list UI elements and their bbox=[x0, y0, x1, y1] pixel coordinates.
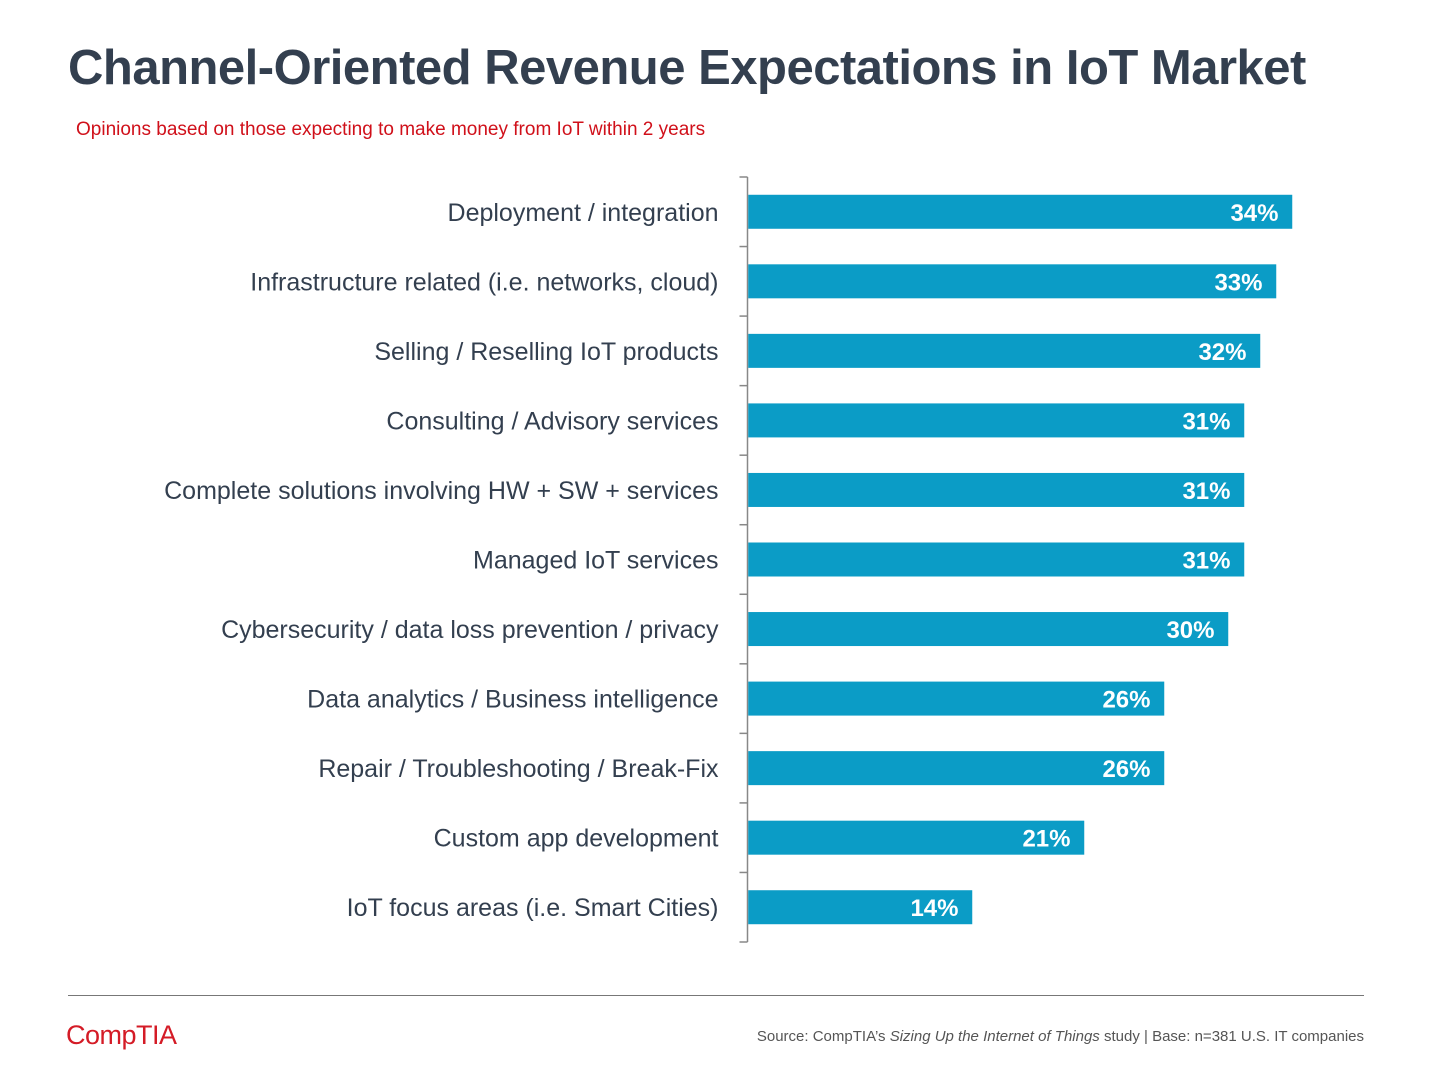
category-label: Complete solutions involving HW + SW + s… bbox=[164, 477, 718, 505]
bar-value-label: 34% bbox=[1230, 200, 1278, 227]
bar-value-label: 33% bbox=[1214, 269, 1262, 296]
category-label: Custom app development bbox=[434, 825, 719, 853]
source-prefix: Source: CompTIA’s bbox=[756, 1028, 890, 1045]
category-label: Deployment / integration bbox=[448, 199, 719, 227]
bar-value-label: 32% bbox=[1198, 339, 1246, 366]
bar bbox=[748, 333, 1261, 368]
category-label: Data analytics / Business intelligence bbox=[307, 686, 718, 714]
category-label: Repair / Troubleshooting / Break-Fix bbox=[318, 755, 719, 783]
bar bbox=[748, 751, 1165, 786]
category-label: Cybersecurity / data loss prevention / p… bbox=[221, 616, 719, 644]
source-note: Source: CompTIA’s Sizing Up the Internet… bbox=[757, 1028, 1364, 1045]
bar-value-label: 21% bbox=[1022, 826, 1070, 853]
page-title: Channel-Oriented Revenue Expectations in… bbox=[68, 41, 1306, 95]
bar-value-label: 31% bbox=[1182, 478, 1230, 505]
bar bbox=[748, 472, 1245, 507]
bar-value-label: 31% bbox=[1182, 548, 1230, 575]
page-subtitle: Opinions based on those expecting to mak… bbox=[76, 119, 706, 140]
category-label: Managed IoT services bbox=[473, 547, 719, 575]
category-label: Consulting / Advisory services bbox=[386, 407, 718, 435]
bar bbox=[748, 681, 1165, 716]
category-label: IoT focus areas (i.e. Smart Cities) bbox=[347, 894, 719, 922]
source-study-title: Sizing Up the Internet of Things bbox=[889, 1028, 1100, 1045]
bar-value-label: 26% bbox=[1102, 687, 1150, 714]
bar-value-label: 31% bbox=[1182, 408, 1230, 435]
bar-value-label: 26% bbox=[1102, 756, 1150, 783]
bar bbox=[748, 612, 1229, 647]
bar bbox=[748, 264, 1277, 299]
footer-divider bbox=[68, 995, 1364, 996]
source-suffix: study | Base: n=381 U.S. IT companies bbox=[1099, 1028, 1364, 1045]
category-label: Selling / Reselling IoT products bbox=[374, 338, 718, 366]
bar bbox=[748, 194, 1293, 229]
comptia-logo: CompTIA bbox=[66, 1020, 177, 1050]
bar bbox=[748, 403, 1245, 438]
bar-value-label: 30% bbox=[1166, 617, 1214, 644]
bar-value-label: 14% bbox=[910, 895, 958, 922]
bar bbox=[748, 890, 973, 925]
category-label: Infrastructure related (i.e. networks, c… bbox=[250, 268, 718, 296]
bar bbox=[748, 820, 1085, 855]
bar bbox=[748, 542, 1245, 577]
